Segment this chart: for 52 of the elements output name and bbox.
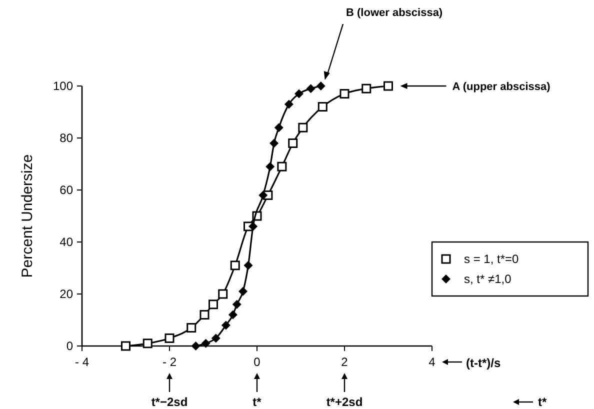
x-tick-label: - 4 — [74, 355, 90, 369]
point — [232, 300, 242, 309]
point — [270, 138, 279, 148]
point — [164, 333, 174, 343]
point — [284, 100, 294, 109]
point — [221, 320, 230, 330]
point — [306, 84, 316, 94]
x-tick-label: 2 — [341, 355, 348, 369]
point — [362, 84, 372, 94]
point — [186, 323, 196, 333]
point — [384, 81, 393, 91]
point — [200, 310, 210, 320]
point — [298, 122, 308, 132]
text: A (upper abscissa) — [452, 81, 551, 93]
point — [244, 260, 253, 270]
y-tick-label: 40 — [60, 235, 74, 249]
x-tick-label: 4 — [428, 355, 436, 369]
point — [201, 338, 210, 348]
y-tick-label: 100 — [52, 79, 74, 93]
x-tick-label: 0 — [254, 355, 261, 369]
point — [228, 310, 238, 320]
point — [266, 162, 275, 172]
point — [288, 138, 298, 148]
y-axis-title: Percent Undersize — [19, 154, 36, 278]
point — [294, 89, 304, 98]
point — [211, 334, 220, 343]
legend-label: s, t* ≠1,0 — [464, 272, 512, 286]
y-tick-label: 0 — [66, 339, 74, 353]
x-tick-label: - 2 — [162, 355, 177, 369]
y-tick-label: 80 — [60, 131, 74, 145]
y-tick-label: 60 — [60, 183, 74, 197]
point — [277, 162, 287, 172]
point — [238, 286, 248, 296]
y-tick-label: 20 — [60, 287, 74, 301]
point — [142, 338, 152, 348]
x2-tick-label: t* — [252, 395, 262, 409]
x-axis-title: (t-t*)/s — [466, 356, 501, 370]
x2-axis-title: t* — [538, 395, 547, 409]
point — [318, 102, 328, 112]
point — [121, 341, 130, 351]
point — [340, 89, 350, 99]
text: B (lower abscissa) — [346, 7, 443, 19]
point — [208, 300, 218, 310]
point — [191, 342, 200, 350]
x2-tick-label: t*−2sd — [151, 395, 188, 409]
legend-label: s = 1, t*=0 — [464, 252, 520, 266]
point — [316, 82, 326, 90]
x2-tick-label: t*+2sd — [326, 395, 363, 409]
point — [258, 190, 268, 200]
point — [218, 289, 228, 299]
point — [230, 260, 240, 270]
point — [274, 123, 284, 132]
